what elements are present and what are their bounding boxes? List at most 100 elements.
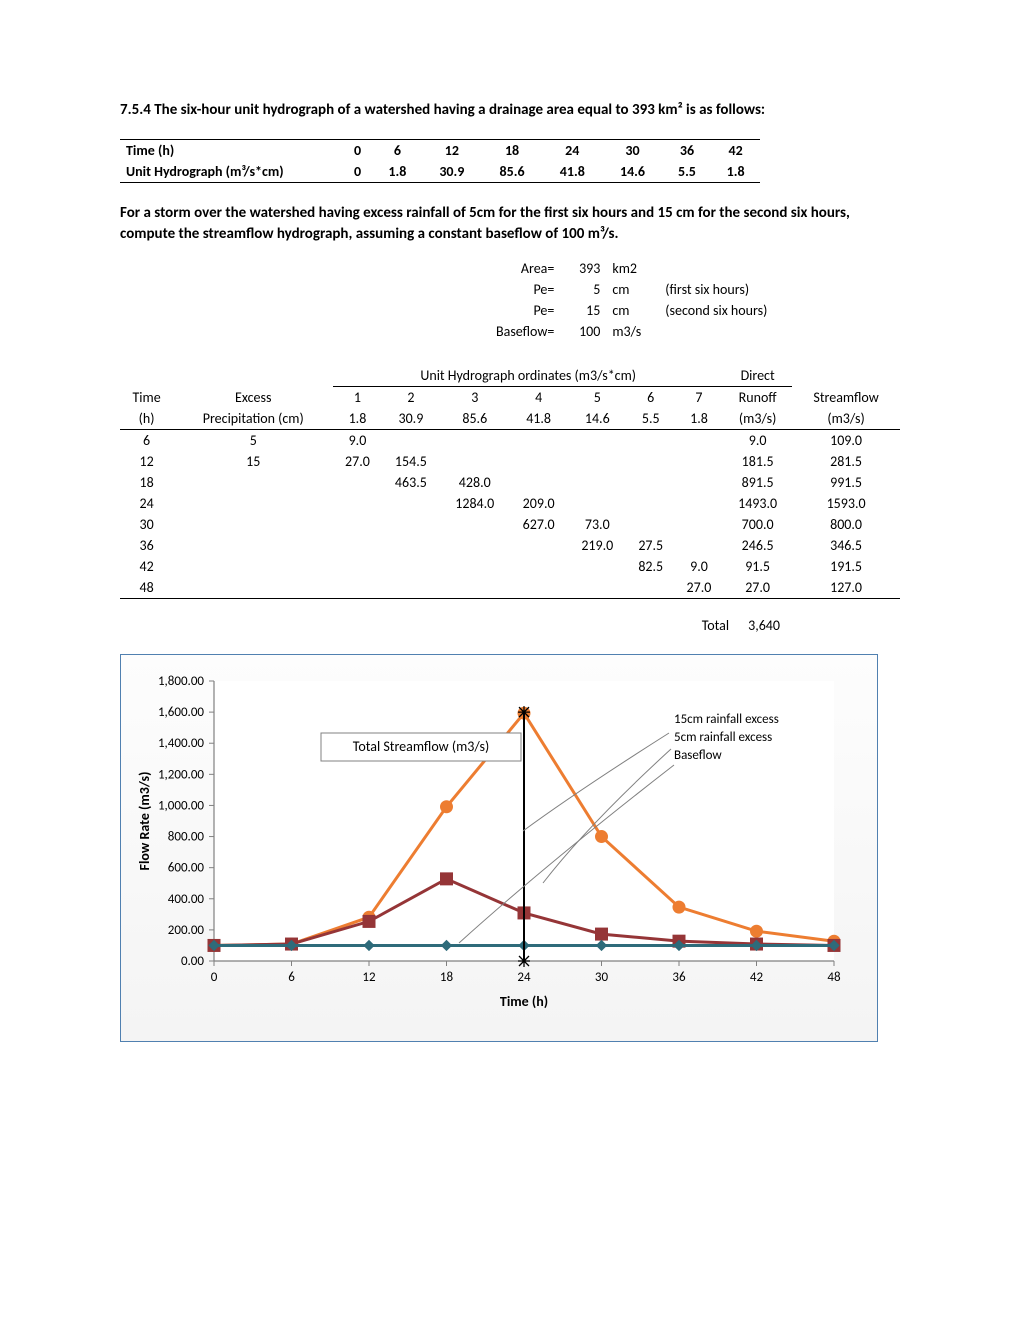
table-cell <box>627 451 675 472</box>
problem-title: 7.5.4 The six-hour unit hydrograph of a … <box>120 100 900 121</box>
table-cell: 1284.0 <box>440 493 509 514</box>
table-cell: 1493.0 <box>723 493 792 514</box>
table-cell <box>568 556 627 577</box>
svg-text:48: 48 <box>827 970 841 985</box>
table-cell: 9.0 <box>333 430 381 452</box>
table-cell: 219.0 <box>568 535 627 556</box>
table-cell <box>382 514 441 535</box>
svg-text:200.00: 200.00 <box>168 923 205 938</box>
table-cell: 15 <box>173 451 333 472</box>
svg-text:1,200.00: 1,200.00 <box>158 767 204 782</box>
table-cell: 27.0 <box>675 577 723 599</box>
ordinate-span-title: Unit Hydrograph ordinates (m3/s*cm) <box>333 365 723 387</box>
table-cell: 346.5 <box>792 535 900 556</box>
table-cell: 891.5 <box>723 472 792 493</box>
table-cell: 6 <box>120 430 173 452</box>
input-table: Time (h) 0 6 12 18 24 30 36 42 Unit Hydr… <box>120 139 760 183</box>
table-cell <box>440 577 509 599</box>
table-cell: 30 <box>120 514 173 535</box>
table-cell <box>509 472 568 493</box>
table-cell <box>568 430 627 452</box>
table-cell: 246.5 <box>723 535 792 556</box>
table-cell: 9.0 <box>675 556 723 577</box>
table-cell: 5 <box>173 430 333 452</box>
table-cell <box>333 577 381 599</box>
table-cell <box>627 577 675 599</box>
table-cell <box>675 535 723 556</box>
svg-text:30: 30 <box>595 970 609 985</box>
table-cell <box>509 577 568 599</box>
table-cell: 24 <box>120 493 173 514</box>
svg-text:1,400.00: 1,400.00 <box>158 736 204 751</box>
svg-text:42: 42 <box>750 970 764 985</box>
table-cell <box>440 535 509 556</box>
table-cell: 428.0 <box>440 472 509 493</box>
table-cell <box>333 556 381 577</box>
table-cell: 991.5 <box>792 472 900 493</box>
table-cell <box>173 556 333 577</box>
streamflow-chart: 0.00 200.00 400.00 600.00 800.00 1,000.00 1,20… <box>120 654 878 1042</box>
table-cell <box>440 556 509 577</box>
svg-text:400.00: 400.00 <box>168 892 205 907</box>
table-cell: 109.0 <box>792 430 900 452</box>
table-cell: 82.5 <box>627 556 675 577</box>
svg-text:600.00: 600.00 <box>168 861 205 876</box>
table-cell <box>568 472 627 493</box>
table-cell <box>675 472 723 493</box>
table-cell <box>173 535 333 556</box>
parameters-table: Area=393km2 Pe=5cm(first six hours) Pe=1… <box>490 257 773 343</box>
table-cell <box>333 514 381 535</box>
table-cell <box>382 493 441 514</box>
table-cell <box>382 556 441 577</box>
row-label: Time (h) <box>120 140 342 162</box>
table-cell: 154.5 <box>382 451 441 472</box>
table-cell: 91.5 <box>723 556 792 577</box>
svg-text:0: 0 <box>211 970 218 985</box>
table-cell: 181.5 <box>723 451 792 472</box>
table-cell: 700.0 <box>723 514 792 535</box>
table-cell <box>627 472 675 493</box>
total-row: Total 3,640 <box>120 617 900 634</box>
table-cell: 27.5 <box>627 535 675 556</box>
table-cell <box>568 451 627 472</box>
table-cell <box>173 493 333 514</box>
table-cell: 18 <box>120 472 173 493</box>
table-cell <box>675 493 723 514</box>
table-cell <box>333 493 381 514</box>
problem-description: For a storm over the watershed having ex… <box>120 203 900 245</box>
table-cell: 42 <box>120 556 173 577</box>
table-cell: 1593.0 <box>792 493 900 514</box>
table-cell: 12 <box>120 451 173 472</box>
table-cell: 209.0 <box>509 493 568 514</box>
table-cell: 27.0 <box>333 451 381 472</box>
svg-text:1,000.00: 1,000.00 <box>158 798 204 813</box>
table-cell <box>173 514 333 535</box>
table-cell <box>627 493 675 514</box>
table-cell: 9.0 <box>723 430 792 452</box>
row-label: Unit Hydrograph (m³/s*cm) <box>120 161 342 183</box>
svg-text:1,600.00: 1,600.00 <box>158 705 204 720</box>
table-cell <box>675 514 723 535</box>
table-cell <box>568 493 627 514</box>
svg-text:18: 18 <box>440 970 454 985</box>
svg-text:1,800.00: 1,800.00 <box>158 674 204 689</box>
table-cell <box>675 451 723 472</box>
table-cell: 191.5 <box>792 556 900 577</box>
table-cell <box>675 430 723 452</box>
table-cell <box>173 472 333 493</box>
svg-text:36: 36 <box>672 970 686 985</box>
total-value: 3,640 <box>748 617 780 634</box>
table-cell: 48 <box>120 577 173 599</box>
table-cell: 463.5 <box>382 472 441 493</box>
table-cell <box>509 430 568 452</box>
table-cell: 800.0 <box>792 514 900 535</box>
table-cell <box>440 430 509 452</box>
table-cell <box>382 535 441 556</box>
svg-text:Baseflow: Baseflow <box>674 748 722 763</box>
table-cell <box>333 472 381 493</box>
svg-text:800.00: 800.00 <box>168 830 205 845</box>
svg-text:0.00: 0.00 <box>181 954 204 969</box>
svg-text:15cm rainfall excess: 15cm rainfall excess <box>674 712 779 727</box>
table-cell: 36 <box>120 535 173 556</box>
table-cell: 281.5 <box>792 451 900 472</box>
